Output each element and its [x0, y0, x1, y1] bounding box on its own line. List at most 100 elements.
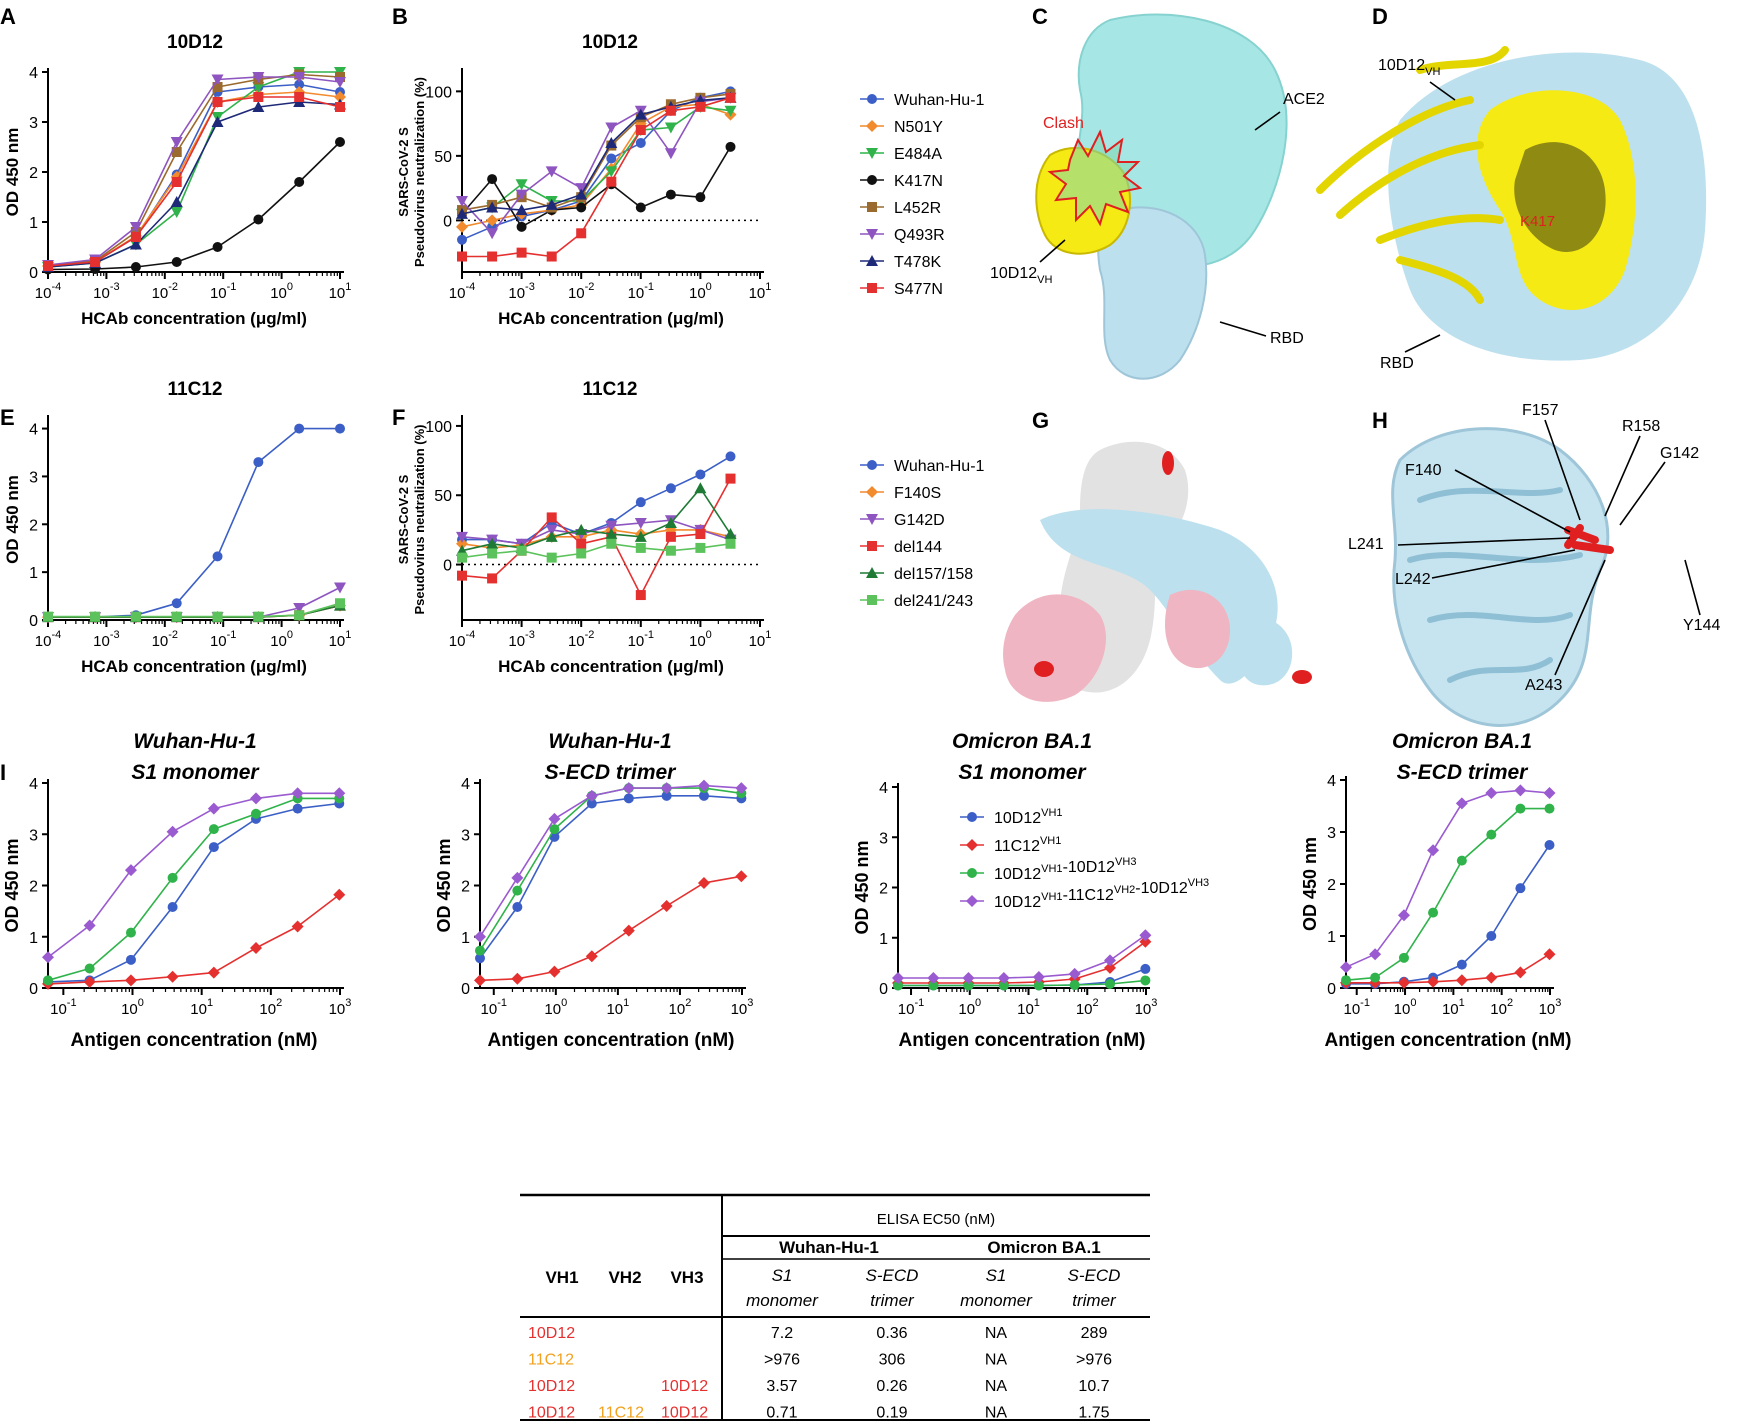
data-point	[1514, 966, 1527, 979]
data-point	[212, 97, 223, 107]
data-point	[724, 105, 737, 117]
data-point	[516, 545, 527, 556]
data-point	[576, 538, 587, 549]
legend-label: del157/158	[894, 566, 973, 583]
data-point	[545, 524, 558, 536]
cell-value: 0.26	[876, 1378, 907, 1395]
legend-item: E484A	[860, 146, 942, 163]
data-point	[212, 551, 223, 562]
data-point	[1032, 970, 1045, 983]
data-point	[664, 148, 677, 160]
cell-value: 1.75	[1078, 1405, 1109, 1422]
data-point	[545, 530, 558, 542]
x-axis-label: Antigen concentration (nM)	[71, 1030, 318, 1051]
series-del157-158	[456, 482, 737, 556]
data-point	[293, 72, 306, 83]
data-point	[249, 942, 262, 955]
legend-label: 11C12VH1	[994, 835, 1061, 855]
data-point	[516, 221, 527, 232]
series-line	[47, 83, 341, 267]
cell-value: 289	[1081, 1325, 1108, 1342]
data-point	[84, 963, 95, 974]
legend-label: E484A	[894, 146, 942, 163]
data-point	[129, 222, 142, 233]
x-tick-label: 101	[329, 281, 352, 302]
data-point	[1033, 980, 1044, 991]
data-point	[511, 972, 524, 985]
data-point	[124, 864, 137, 877]
clash-star	[1047, 129, 1143, 227]
y-tick-label: 0	[29, 265, 38, 282]
x-axis-label: HCAb concentration (μg/ml)	[81, 309, 307, 328]
chart-F: F 11C12 0 50 100 10-4 10-3 10-2 10-1 100 101 HCAb c…	[392, 379, 985, 676]
cell-value: >976	[764, 1352, 800, 1369]
epitope-spot-top	[1162, 451, 1174, 475]
data-point	[171, 611, 182, 622]
x-tick-label: 10-1	[210, 281, 236, 302]
x-tick-label: 103	[1539, 997, 1562, 1018]
data-point	[585, 789, 598, 802]
data-point	[867, 175, 877, 185]
data-point	[866, 486, 878, 498]
data-point	[1485, 787, 1498, 799]
panel-letter-g: G	[1032, 408, 1049, 433]
y-tick-label: 3	[879, 830, 888, 847]
data-point	[90, 611, 101, 622]
x-tick-label: 103	[1135, 997, 1158, 1018]
data-point	[1140, 975, 1151, 986]
x-tick-label: 100	[270, 281, 293, 302]
res-l241: L241	[1348, 536, 1384, 553]
data-point	[294, 610, 305, 621]
x-tick-label: 10-2	[568, 629, 594, 650]
table-row: 10D12 7.2 0.36 NA 289	[528, 1325, 1107, 1342]
x-tick-label: 10-1	[210, 629, 236, 650]
res-g142: G142	[1660, 445, 1699, 462]
data-point	[486, 214, 499, 227]
data-point	[250, 808, 261, 819]
data-point	[605, 122, 618, 134]
y-axis-label-2: Pseudovirus neutralization (%)	[412, 77, 427, 267]
structure-panel-c: C Clash ACE2 RBD 10D12VH	[990, 4, 1325, 380]
legend-label: Wuhan-Hu-1	[894, 458, 985, 475]
ec50-table: ELISA EC50 (nM) Wuhan-Hu-1 Omicron BA.1 …	[520, 1193, 1150, 1422]
data-point	[486, 228, 499, 240]
data-point	[253, 92, 264, 102]
data-point	[170, 196, 183, 207]
x-tick-label: 103	[731, 997, 754, 1018]
data-point	[129, 238, 142, 250]
data-point	[634, 517, 647, 529]
legend-item: Wuhan-Hu-1	[860, 458, 985, 475]
trimer-pink	[1003, 594, 1106, 702]
series-s477n	[43, 92, 345, 271]
data-point	[548, 812, 561, 825]
data-point	[474, 974, 486, 987]
data-point	[293, 603, 306, 615]
data-point	[893, 980, 903, 991]
table-row: 11C12 >976 306 NA >976	[528, 1352, 1112, 1369]
cell-vh1: 10D12	[528, 1405, 575, 1422]
ntd-ribbon	[1391, 427, 1610, 727]
data-point	[207, 802, 220, 815]
legend-item: S477N	[860, 281, 943, 298]
legend-label: N501Y	[894, 119, 943, 136]
y-tick-label: 4	[29, 422, 38, 439]
data-point	[1069, 979, 1080, 990]
red-loop	[1564, 524, 1614, 554]
res-a243: A243	[1525, 677, 1562, 694]
cell-value: 3.57	[766, 1378, 797, 1395]
chart-title: 10D12	[582, 32, 638, 53]
chart-E: E 11C12 0 1 2 3 4 10-4 10-3 10-2 10-1 100 101 HCAb co…	[0, 379, 351, 676]
data-point	[665, 483, 676, 494]
chart-title: Omicron BA.1	[952, 730, 1092, 753]
y-tick-label: 2	[461, 879, 470, 896]
x-tick-label: 101	[1442, 997, 1465, 1018]
data-point	[1370, 972, 1381, 983]
data-point	[512, 902, 523, 913]
data-point	[212, 611, 223, 622]
series-line	[479, 795, 742, 959]
data-point	[1455, 797, 1468, 810]
data-point	[211, 116, 224, 127]
rbd-arrow-c	[1219, 321, 1267, 337]
y-axis-label-1: SARS-CoV-2 S	[396, 474, 411, 564]
